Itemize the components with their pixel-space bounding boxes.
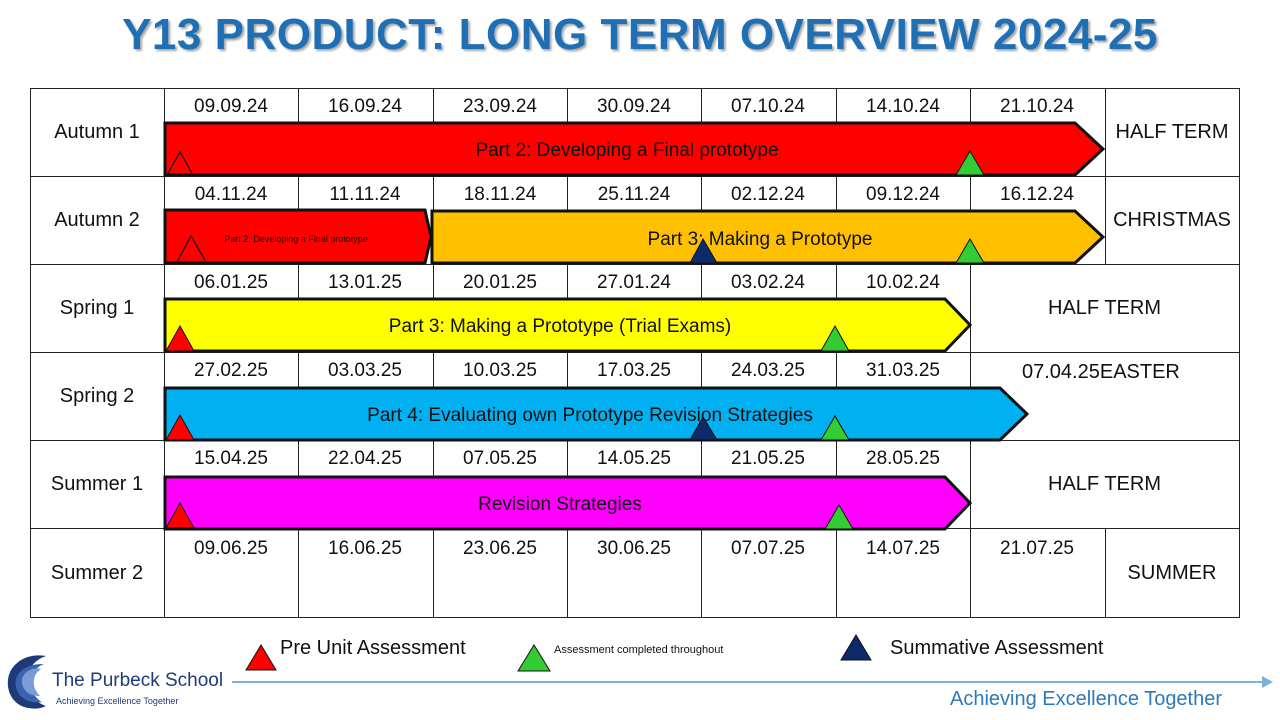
week-date: 09.09.24	[194, 96, 268, 117]
summative-marker	[689, 237, 718, 264]
footer-arrow-icon	[1262, 676, 1273, 688]
unit-bar-label: Part 2: Developing a Final prototype	[475, 140, 778, 161]
week-date: 24.03.25	[731, 360, 805, 381]
throughout-marker	[820, 415, 850, 441]
pre-unit-marker	[175, 234, 208, 263]
holiday-half-term: HALF TERM	[1048, 472, 1161, 495]
week-date: 09.06.25	[194, 538, 268, 559]
unit-bar-label: Part 2: Developing a Final prototype	[224, 234, 368, 244]
week-date: 28.05.25	[866, 448, 940, 469]
legend-throughout-label: Assessment completed throughout	[554, 644, 724, 656]
unit-bar-label: Part 3: Making a Prototype	[648, 229, 873, 250]
week-date: 14.07.25	[866, 538, 940, 559]
holiday-easter: 07.04.25EASTER	[1022, 360, 1180, 383]
term-label-spring-2: Spring 2	[59, 384, 135, 407]
throughout-marker	[824, 504, 854, 530]
week-date: 18.11.24	[463, 184, 537, 205]
week-date: 27.02.25	[194, 360, 268, 381]
week-date: 07.10.24	[731, 96, 805, 117]
week-date: 10.02.24	[866, 272, 940, 293]
week-date: 07.05.25	[463, 448, 537, 469]
pre-unit-marker	[165, 413, 195, 441]
legend-summative-label: Summative Assessment	[890, 637, 1104, 659]
week-date: 21.05.25	[731, 448, 805, 469]
footer-tagline: Achieving Excellence Together	[950, 688, 1223, 710]
term-label-summer-1: Summer 1	[50, 472, 144, 495]
week-date: 10.03.25	[463, 360, 537, 381]
holiday-half-term: HALF TERM	[1115, 120, 1229, 143]
week-date: 16.09.24	[328, 96, 402, 117]
week-date: 07.07.25	[731, 538, 805, 559]
holiday-christmas: CHRISTMAS	[1113, 208, 1231, 231]
pre-unit-marker	[165, 324, 195, 352]
unit-bar-part-2	[163, 121, 1106, 177]
legend-throughout-icon	[517, 644, 551, 672]
week-date: 27.01.24	[597, 272, 671, 293]
week-date: 03.02.24	[731, 272, 805, 293]
unit-bar-label: Part 3: Making a Prototype (Trial Exams)	[389, 316, 731, 337]
holiday-half-term: HALF TERM	[1048, 296, 1161, 319]
week-date: 16.06.25	[328, 538, 402, 559]
unit-bar-part-3-trial	[163, 297, 973, 353]
pre-unit-marker	[165, 150, 195, 176]
week-date: 13.01.25	[328, 272, 402, 293]
week-date: 14.10.24	[866, 96, 940, 117]
week-date: 09.12.24	[866, 184, 940, 205]
school-name: The Purbeck School	[52, 670, 224, 691]
week-date: 22.04.25	[328, 448, 402, 469]
unit-bar-part-2-short	[163, 208, 433, 265]
week-date: 30.09.24	[597, 96, 671, 117]
week-date: 15.04.25	[194, 448, 268, 469]
week-date: 04.11.24	[194, 184, 268, 205]
unit-bar-label: Revision Strategies	[478, 494, 642, 515]
week-date: 20.01.25	[463, 272, 537, 293]
summative-marker	[689, 416, 718, 441]
week-date: 23.06.25	[463, 538, 537, 559]
week-date: 21.07.25	[1000, 538, 1074, 559]
school-logo-tagline: Achieving Excellence Together	[56, 696, 179, 706]
throughout-marker	[820, 324, 850, 352]
week-date: 03.03.25	[328, 360, 402, 381]
page-title: Y13 PRODUCT: LONG TERM OVERVIEW 2024-25	[122, 10, 1158, 59]
term-label-spring-1: Spring 1	[59, 296, 135, 319]
legend-pre-unit-label: Pre Unit Assessment	[280, 637, 466, 659]
throughout-marker	[955, 150, 985, 176]
legend-pre-unit-icon	[245, 644, 277, 671]
week-date: 17.03.25	[597, 360, 671, 381]
school-logo-icon	[7, 655, 46, 709]
term-label-autumn-2: Autumn 2	[54, 208, 140, 231]
week-date: 21.10.24	[1000, 96, 1074, 117]
term-label-summer-2: Summer 2	[50, 561, 144, 584]
unit-bar-part-4	[163, 386, 1030, 442]
week-date: 11.11.24	[329, 184, 401, 205]
week-date: 31.03.25	[866, 360, 940, 381]
throughout-marker	[955, 238, 985, 264]
week-date: 16.12.24	[1000, 184, 1074, 205]
term-label-autumn-1: Autumn 1	[54, 120, 140, 143]
unit-bar-label: Part 4: Evaluating own Prototype Revisio…	[367, 405, 813, 426]
unit-bar-part-3	[430, 209, 1106, 265]
week-date: 14.05.25	[597, 448, 671, 469]
holiday-summer: SUMMER	[1127, 561, 1217, 584]
week-date: 25.11.24	[597, 184, 671, 205]
legend-summative-icon	[840, 634, 872, 661]
pre-unit-marker	[165, 501, 195, 529]
week-date: 06.01.25	[194, 272, 268, 293]
unit-bar-revision	[163, 475, 973, 531]
week-date: 23.09.24	[463, 96, 537, 117]
week-date: 30.06.25	[597, 538, 671, 559]
week-date: 02.12.24	[731, 184, 805, 205]
